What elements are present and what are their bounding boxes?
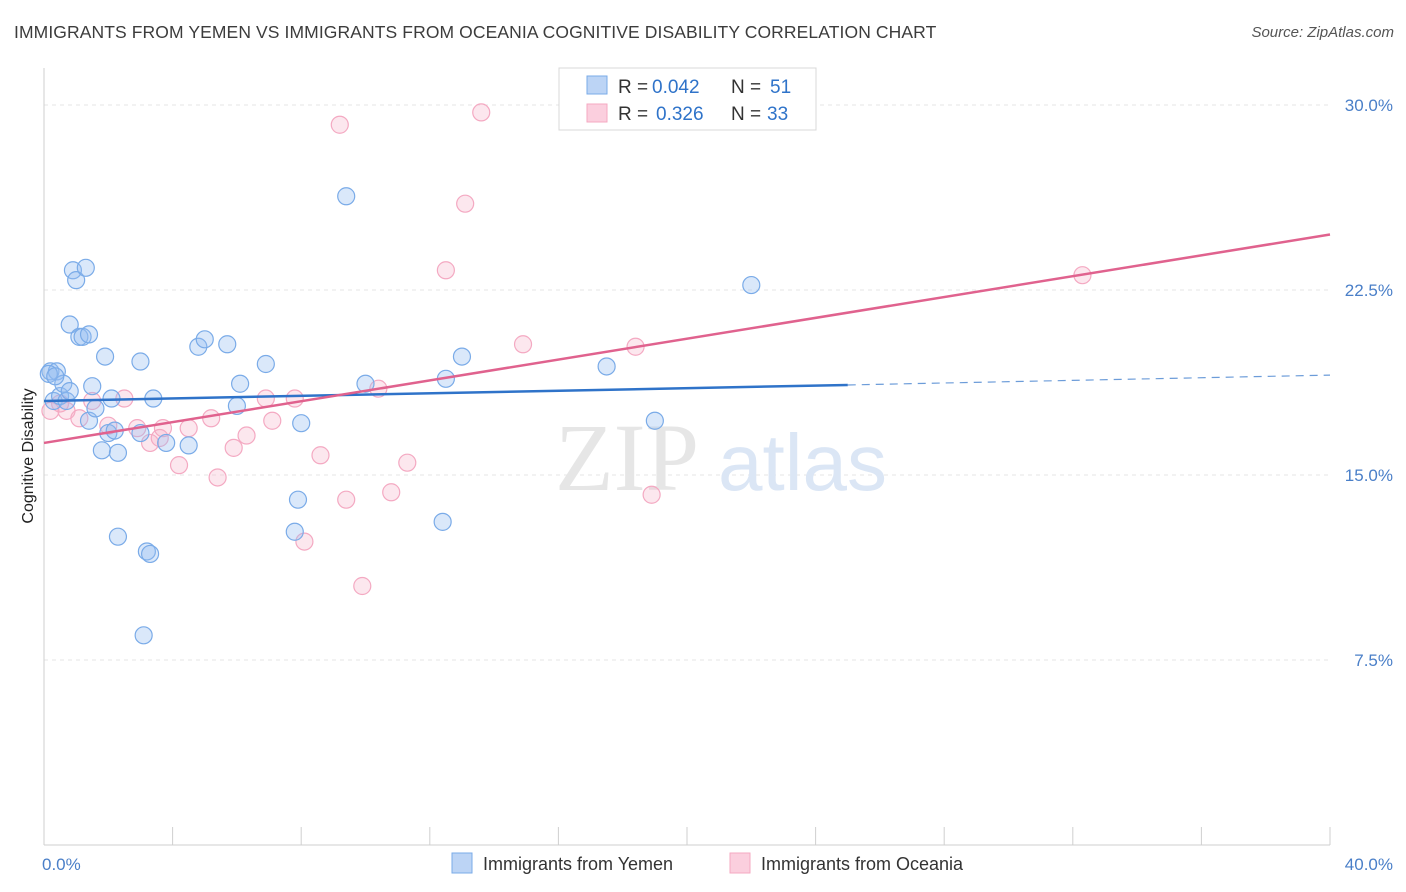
y-tick-label-0: 7.5%: [1354, 651, 1393, 670]
yemen-point-33: [195, 330, 214, 349]
watermark: ZIP atlas: [555, 404, 887, 511]
legend-r-label-oceania: R =: [618, 104, 648, 125]
yemen-point-32: [189, 337, 208, 356]
yemen-point-42: [356, 374, 375, 393]
trend-lines: [43, 233, 1331, 445]
y-tick-label-1: 15.0%: [1345, 466, 1393, 485]
y-tick-label-2: 22.5%: [1345, 281, 1393, 300]
yemen-point-22: [108, 443, 128, 462]
yemen-point-34: [218, 335, 237, 354]
oceania-point-33: [642, 485, 661, 504]
yemen-point-16: [86, 399, 105, 418]
yemen-point-12: [76, 258, 95, 277]
yemen-point-38: [285, 522, 304, 541]
yemen-point-7: [60, 382, 79, 401]
yemen-point-27: [137, 542, 156, 561]
yemen-point-17: [92, 441, 111, 460]
legend-r-value-oceania: 0.326: [656, 104, 704, 125]
oceania-point-15: [224, 438, 243, 457]
y-axis-label: Cognitive Disability: [20, 388, 37, 523]
yemen-point-36: [231, 374, 250, 393]
oceania-point-28: [436, 261, 455, 280]
yemen-point-6: [60, 315, 79, 334]
yemen-point-18: [95, 347, 115, 366]
yemen-point-23: [108, 527, 128, 546]
legend-swatch-oceania: [586, 103, 608, 123]
oceania-point-24: [353, 576, 372, 596]
yemen-point-40: [292, 414, 311, 433]
yemen-point-45: [452, 347, 472, 366]
yemen-point-50: [46, 367, 65, 386]
oceania-point-31: [513, 335, 533, 354]
yemen-point-46: [597, 357, 616, 376]
oceania-point-30: [472, 103, 491, 122]
bottom-legend-swatch-oceania: [729, 852, 751, 874]
oceania-point-18: [263, 411, 282, 430]
legend-n-label-oceania: N =: [731, 104, 761, 125]
series-yemen-points: [39, 187, 761, 645]
trend-line-yemen-dashed: [847, 374, 1331, 386]
watermark-zip: ZIP: [555, 404, 699, 511]
yemen-point-30: [157, 433, 176, 453]
oceania-point-17: [256, 389, 275, 408]
legend-swatch-yemen: [586, 75, 608, 95]
oceania-point-12: [179, 419, 198, 438]
legend-r-value-yemen: 0.042: [652, 77, 700, 98]
yemen-point-43: [433, 512, 452, 531]
x-tick-label-max: 40.0%: [1345, 855, 1393, 874]
yemen-point-9: [67, 271, 86, 290]
bottom-legend: Immigrants from Yemen Immigrants from Oc…: [451, 852, 964, 874]
oceania-point-8: [140, 433, 160, 453]
bottom-legend-label-oceania: Immigrants from Oceania: [761, 854, 964, 874]
x-ticks: [172, 827, 1331, 845]
yemen-point-39: [288, 490, 308, 509]
oceania-point-23: [337, 490, 356, 509]
yemen-point-28: [140, 544, 160, 564]
yemen-point-31: [179, 436, 198, 455]
yemen-point-41: [337, 187, 356, 206]
chart-title: IMMIGRANTS FROM YEMEN VS IMMIGRANTS FROM…: [14, 22, 937, 42]
bottom-legend-swatch-yemen: [451, 852, 473, 874]
oceania-point-0: [41, 401, 60, 420]
oceania-point-13: [202, 409, 221, 428]
yemen-point-37: [256, 354, 275, 374]
x-tick-label-min: 0.0%: [42, 855, 81, 874]
watermark-atlas: atlas: [718, 418, 887, 507]
oceania-point-16: [237, 426, 256, 445]
trend-line-yemen: [43, 383, 848, 403]
legend-n-label-yemen: N =: [731, 77, 761, 98]
bottom-legend-label-yemen: Immigrants from Yemen: [483, 854, 673, 874]
y-tick-label-3: 30.0%: [1345, 96, 1393, 115]
legend-n-value-oceania: 33: [767, 104, 788, 125]
trend-line-oceania: [43, 233, 1331, 445]
legend-r-label-yemen: R =: [618, 77, 648, 98]
top-legend: R = 0.042 N = 51 R = 0.326 N = 33: [558, 67, 817, 131]
oceania-point-29: [456, 194, 475, 213]
y-tick-labels: 7.5% 15.0% 22.5% 30.0%: [1345, 96, 1393, 670]
yemen-point-47: [645, 411, 664, 430]
oceania-point-26: [382, 483, 401, 502]
oceania-point-11: [169, 456, 189, 475]
oceania-point-22: [330, 115, 349, 134]
oceania-point-14: [208, 468, 227, 487]
oceania-point-27: [398, 453, 417, 472]
yemen-point-24: [131, 352, 150, 371]
yemen-point-15: [83, 377, 102, 396]
source-label: Source: ZipAtlas.com: [1251, 24, 1394, 41]
yemen-point-26: [134, 626, 153, 645]
oceania-point-20: [295, 532, 314, 551]
oceania-point-21: [311, 446, 330, 465]
yemen-point-13: [79, 325, 99, 344]
legend-n-value-yemen: 51: [770, 77, 791, 98]
yemen-point-48: [742, 275, 761, 295]
